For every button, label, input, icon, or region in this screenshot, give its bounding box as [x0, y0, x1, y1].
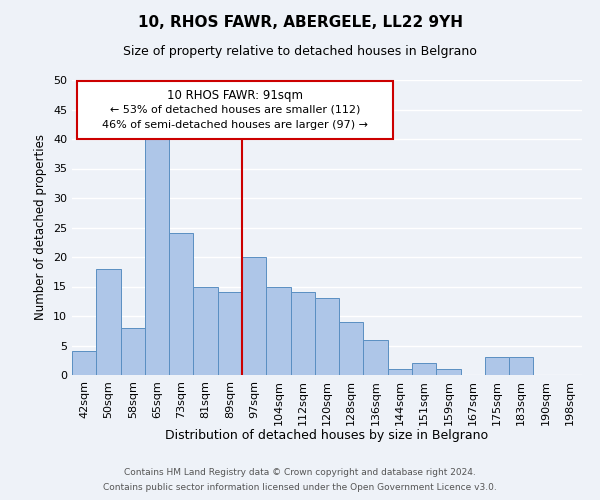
Bar — [96, 269, 121, 375]
Bar — [339, 322, 364, 375]
Text: 10, RHOS FAWR, ABERGELE, LL22 9YH: 10, RHOS FAWR, ABERGELE, LL22 9YH — [137, 15, 463, 30]
Text: 10 RHOS FAWR: 91sqm: 10 RHOS FAWR: 91sqm — [167, 89, 303, 102]
Text: Distribution of detached houses by size in Belgrano: Distribution of detached houses by size … — [166, 428, 488, 442]
Text: ← 53% of detached houses are smaller (112): ← 53% of detached houses are smaller (11… — [110, 104, 361, 115]
FancyBboxPatch shape — [77, 82, 394, 139]
Bar — [412, 363, 436, 375]
Text: 46% of semi-detached houses are larger (97) →: 46% of semi-detached houses are larger (… — [102, 120, 368, 130]
Bar — [193, 286, 218, 375]
Bar — [436, 369, 461, 375]
Text: Contains HM Land Registry data © Crown copyright and database right 2024.: Contains HM Land Registry data © Crown c… — [124, 468, 476, 477]
Bar — [121, 328, 145, 375]
Bar — [509, 358, 533, 375]
Text: Size of property relative to detached houses in Belgrano: Size of property relative to detached ho… — [123, 45, 477, 58]
Bar — [242, 257, 266, 375]
Bar — [266, 286, 290, 375]
Bar — [315, 298, 339, 375]
Bar — [145, 133, 169, 375]
Bar — [290, 292, 315, 375]
Bar — [218, 292, 242, 375]
Bar — [169, 234, 193, 375]
Bar — [388, 369, 412, 375]
Bar — [485, 358, 509, 375]
Bar — [364, 340, 388, 375]
Text: Contains public sector information licensed under the Open Government Licence v3: Contains public sector information licen… — [103, 483, 497, 492]
Y-axis label: Number of detached properties: Number of detached properties — [34, 134, 47, 320]
Bar — [72, 352, 96, 375]
